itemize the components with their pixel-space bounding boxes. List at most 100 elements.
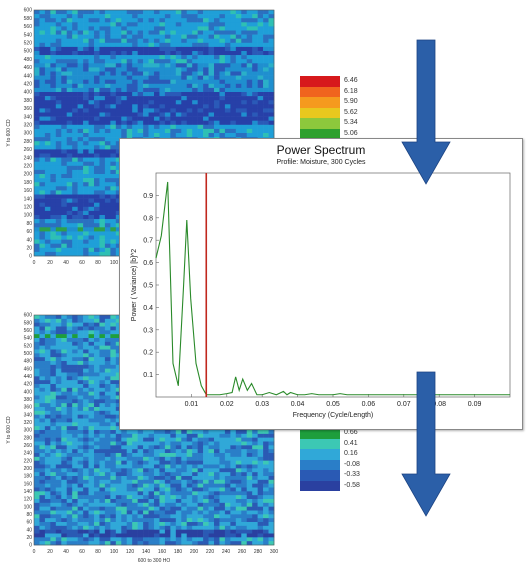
y-tick-label: 540 xyxy=(24,336,33,342)
x-tick-label: 180 xyxy=(174,549,183,555)
heatmap-cells xyxy=(34,10,275,257)
legend-label: 0.16 xyxy=(344,450,358,457)
y-tick-label: 40 xyxy=(26,237,32,243)
x-axis-label: 600 to 300 HO xyxy=(138,558,171,564)
y-tick-label: 440 xyxy=(24,374,33,380)
legend-label: -0.33 xyxy=(344,471,360,478)
x-tick-label: 240 xyxy=(222,549,231,555)
y-tick-label: 360 xyxy=(24,106,33,112)
y-axis-label: Power ( Variance) [b]^2 xyxy=(131,249,138,322)
legend-label: 5.06 xyxy=(344,129,358,137)
legend-swatch xyxy=(300,459,340,470)
y-tick-label: 220 xyxy=(24,164,33,170)
y-tick-label: 60 xyxy=(26,229,32,235)
y-tick-label: 380 xyxy=(24,397,33,403)
y-tick-label: 320 xyxy=(24,420,33,426)
x-tick-label: 20 xyxy=(47,549,53,555)
x-axis-label: Frequency (Cycle/Length) xyxy=(293,412,374,419)
y-tick-label: 600 xyxy=(24,313,33,319)
y-tick-label: 340 xyxy=(24,114,33,120)
x-tick-label: 40 xyxy=(63,549,69,555)
x-tick-label: 260 xyxy=(238,549,247,555)
y-tick-label: 100 xyxy=(24,213,33,219)
y-tick-label: 480 xyxy=(24,57,33,63)
power-spectrum-panel: Power Spectrum Profile: Moisture, 300 Cy… xyxy=(119,138,523,430)
legend-label: 6.46 xyxy=(344,77,358,84)
x-tick-label: 160 xyxy=(158,549,167,555)
x-tick-label: 0.03 xyxy=(255,401,269,408)
y-tick-label: 540 xyxy=(24,32,33,38)
x-tick-label: 60 xyxy=(79,549,85,555)
x-tick-label: 80 xyxy=(95,260,101,266)
y-tick-label: 500 xyxy=(24,351,33,357)
legend-label: 0.41 xyxy=(344,439,358,447)
y-tick-label: 60 xyxy=(26,520,32,526)
y-tick-label: 0.6 xyxy=(143,260,153,267)
x-tick-label: 0.05 xyxy=(326,401,340,408)
legend-bottom: 0.66 0.41 0.16 -0.08 -0.33 -0.58 xyxy=(300,428,380,492)
y-tick-label: 340 xyxy=(24,412,33,418)
legend-swatch xyxy=(300,480,340,491)
plot-frame xyxy=(155,172,511,398)
legend-swatch xyxy=(300,128,340,139)
y-tick-label: 520 xyxy=(24,41,33,47)
power-spectrum-plot: 0.1 0.2 0.3 0.4 0.5 0.6 0.7 0.8 0.9 0.01 0.02 0.03 0… xyxy=(131,172,511,419)
y-tick-label: 400 xyxy=(24,389,33,395)
y-tick-label: 140 xyxy=(24,489,33,495)
y-tick-label: 400 xyxy=(24,90,33,96)
y-tick-label: 500 xyxy=(24,49,33,55)
legend-swatch xyxy=(300,428,340,439)
x-tick-label: 100 xyxy=(110,549,119,555)
y-tick-label: 240 xyxy=(24,155,33,161)
y-tick-label: 160 xyxy=(24,188,33,194)
chart-subtitle: Profile: Moisture, 300 Cycles xyxy=(276,159,366,166)
y-tick-label: 260 xyxy=(24,147,33,153)
y-tick-label: 120 xyxy=(24,205,33,211)
legend-label: 0.66 xyxy=(344,429,358,436)
y-tick-label: 420 xyxy=(24,382,33,388)
x-tick-label: 20 xyxy=(47,260,53,266)
legend-swatch xyxy=(300,76,340,87)
y-tick-label: 0.1 xyxy=(143,372,153,379)
x-tick-label: 0 xyxy=(33,549,36,555)
y-tick-label: 80 xyxy=(26,221,32,227)
y-axis-label: Y to 600 CD xyxy=(6,416,12,444)
y-tick-label: 180 xyxy=(24,180,33,186)
x-tick-label: 0.04 xyxy=(291,401,305,408)
legend-label: 5.90 xyxy=(344,98,358,105)
x-tick-label: 220 xyxy=(206,549,215,555)
y-axis-label: Y to 600 CD xyxy=(6,119,12,147)
y-tick-label: 440 xyxy=(24,73,33,79)
y-tick-label: 480 xyxy=(24,359,33,365)
legend-label: -0.58 xyxy=(344,481,360,489)
y-tick-label: 520 xyxy=(24,343,33,349)
y-tick-label: 200 xyxy=(24,172,33,178)
x-tick-label: 0 xyxy=(33,260,36,266)
y-tick-label: 580 xyxy=(24,320,33,326)
y-tick-label: 280 xyxy=(24,139,33,145)
x-tick-label: 280 xyxy=(254,549,263,555)
legend-label: 5.62 xyxy=(344,108,358,116)
x-tick-label: 140 xyxy=(142,549,151,555)
legend-swatch xyxy=(300,97,340,108)
y-tick-label: 220 xyxy=(24,458,33,464)
y-tick-label: 100 xyxy=(24,504,33,510)
x-tick-label: 0.07 xyxy=(397,401,411,408)
y-tick-label: 600 xyxy=(24,8,33,14)
x-tick-label: 0.02 xyxy=(220,401,234,408)
y-tick-label: 0.4 xyxy=(143,305,153,312)
y-tick-label: 560 xyxy=(24,24,33,30)
y-tick-label: 180 xyxy=(24,474,33,480)
y-tick-label: 560 xyxy=(24,328,33,334)
x-tick-label: 0.01 xyxy=(185,401,199,408)
y-tick-label: 580 xyxy=(24,16,33,22)
y-tick-label: 0.9 xyxy=(143,193,153,200)
legend-swatch xyxy=(300,86,340,97)
y-tick-label: 460 xyxy=(24,366,33,372)
y-tick-label: 420 xyxy=(24,82,33,88)
y-tick-label: 380 xyxy=(24,98,33,104)
y-tick-label: 360 xyxy=(24,405,33,411)
y-tick-label: 0 xyxy=(29,254,32,260)
y-tick-label: 240 xyxy=(24,451,33,457)
y-tick-label: 80 xyxy=(26,512,32,518)
